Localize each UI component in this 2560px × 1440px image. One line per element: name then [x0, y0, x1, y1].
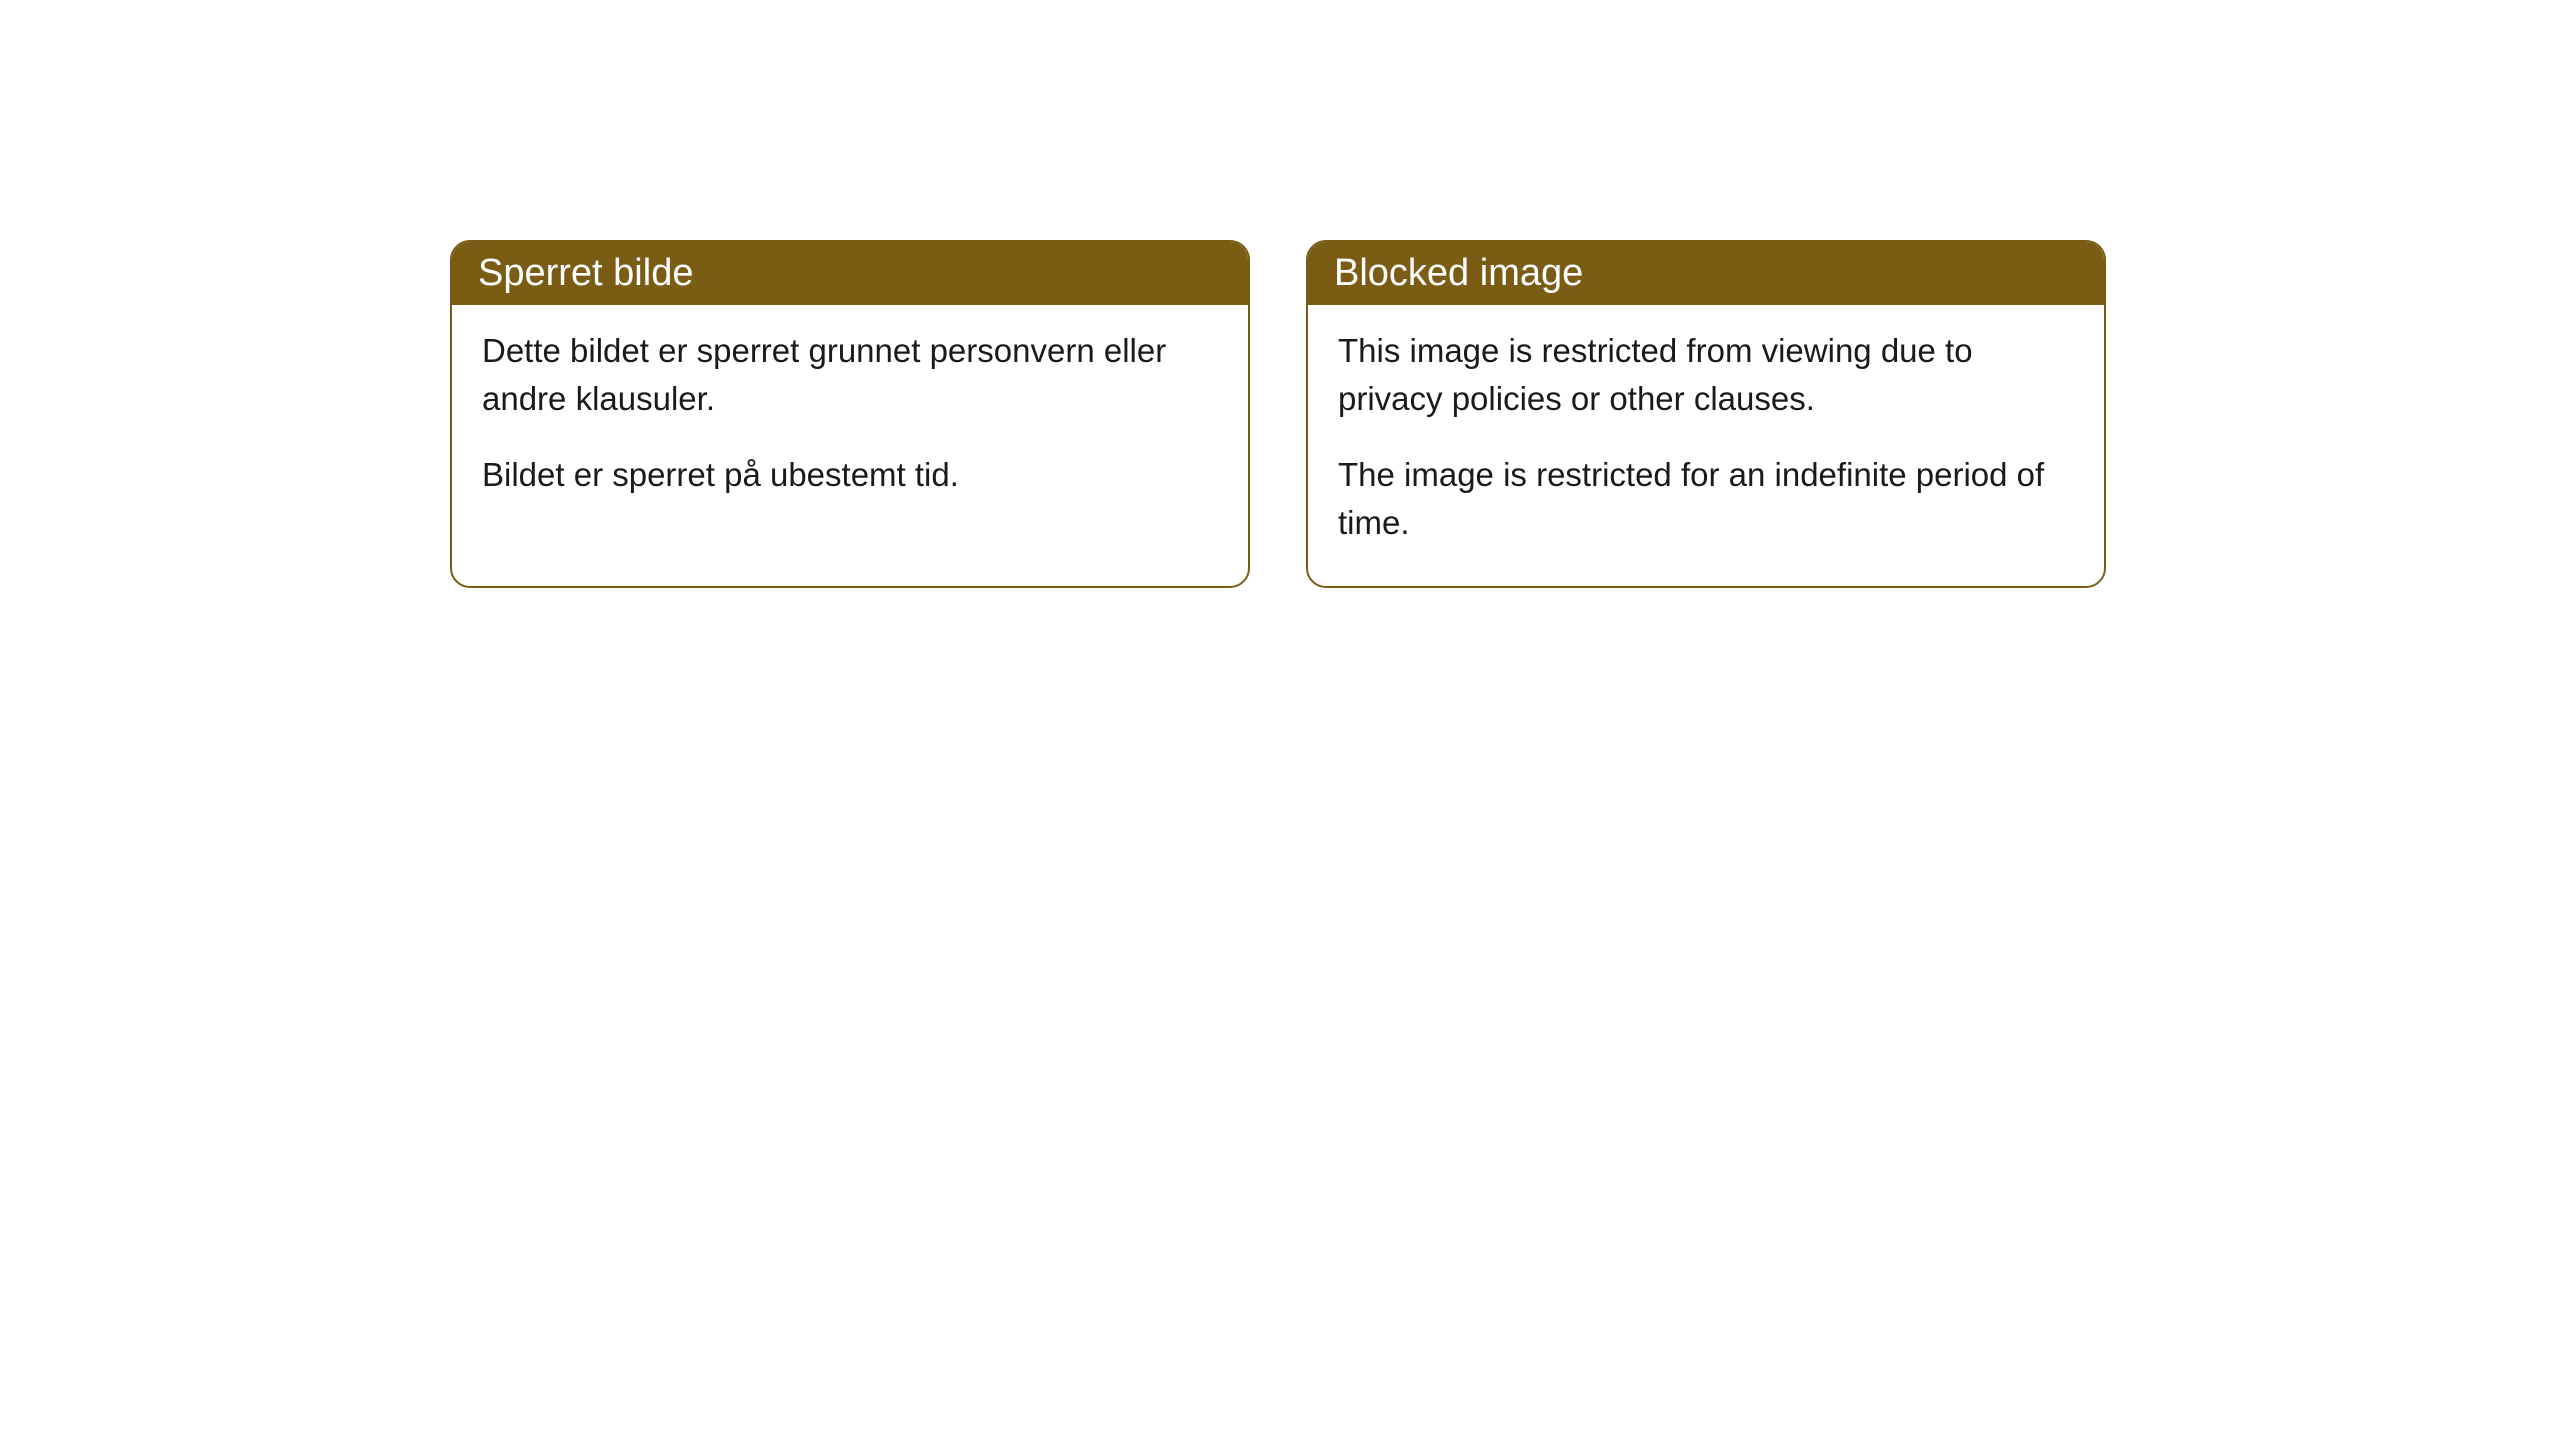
card-english: Blocked image This image is restricted f… — [1306, 240, 2106, 588]
card-paragraph: Bildet er sperret på ubestemt tid. — [482, 451, 1218, 499]
card-paragraph: Dette bildet er sperret grunnet personve… — [482, 327, 1218, 423]
cards-container: Sperret bilde Dette bildet er sperret gr… — [450, 240, 2560, 588]
card-paragraph: This image is restricted from viewing du… — [1338, 327, 2074, 423]
card-paragraph: The image is restricted for an indefinit… — [1338, 451, 2074, 547]
card-norwegian: Sperret bilde Dette bildet er sperret gr… — [450, 240, 1250, 588]
card-header: Blocked image — [1308, 242, 2104, 305]
card-body: This image is restricted from viewing du… — [1308, 305, 2104, 586]
card-header: Sperret bilde — [452, 242, 1248, 305]
card-body: Dette bildet er sperret grunnet personve… — [452, 305, 1248, 539]
